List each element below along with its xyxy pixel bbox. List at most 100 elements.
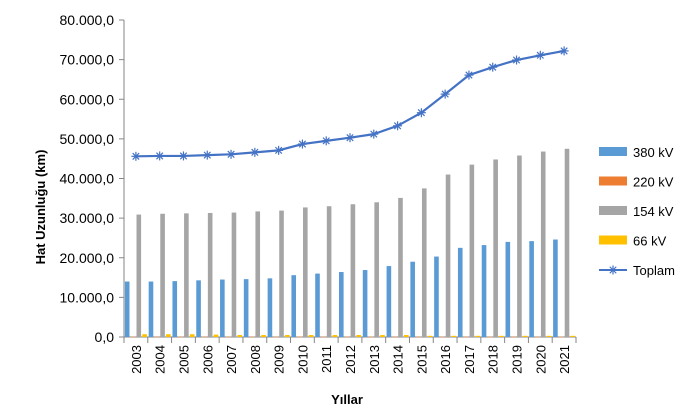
bar-380kv (505, 241, 511, 337)
bar-220kv (249, 336, 255, 338)
bar-154kv (398, 197, 403, 337)
line-point (369, 129, 379, 139)
bar-220kv (416, 336, 421, 338)
y-tick-label: 20.000,0 (60, 250, 115, 266)
y-axis-title: Hat Uzunluğu (km) (33, 150, 48, 265)
line-point (250, 147, 260, 157)
bar-220kv (344, 336, 350, 338)
legend-item: 220 kV (599, 175, 674, 190)
bar-154kv (350, 204, 356, 337)
bar-66kv (475, 335, 480, 337)
bar-220kv (463, 336, 469, 338)
x-tick-label: 2003 (129, 345, 144, 374)
y-tick-label: 60.000,0 (60, 91, 115, 107)
x-tick-label: 2009 (272, 345, 287, 374)
bar-380kv (172, 281, 178, 337)
total-line (131, 46, 569, 161)
x-tick-label: 2004 (153, 345, 168, 374)
line-point (464, 70, 474, 80)
line-point (321, 136, 331, 146)
x-tick-label: 2005 (176, 345, 191, 374)
line-point (345, 133, 355, 143)
bar-154kv (136, 214, 142, 337)
bar-380kv (315, 273, 320, 337)
bar-66kv (213, 334, 219, 337)
bar-380kv (386, 266, 392, 337)
y-tick-label: 30.000,0 (60, 210, 115, 226)
bar-220kv (178, 336, 183, 338)
bar-380kv (339, 272, 344, 337)
legend-label: 380 kV (633, 145, 674, 160)
bar-66kv (570, 335, 576, 337)
bar-66kv (403, 335, 409, 337)
x-tick-label: 2020 (533, 345, 548, 374)
x-tick-label: 2021 (557, 345, 572, 374)
x-tick-label: 2019 (510, 345, 525, 374)
x-tick-label: 2014 (391, 345, 406, 374)
bar-154kv (255, 211, 261, 337)
bar-380kv (220, 279, 225, 337)
bar-154kv (540, 151, 546, 337)
bar-220kv (130, 336, 136, 338)
bar-66kv (308, 335, 314, 337)
y-tick-label: 0,0 (95, 329, 115, 345)
legend-swatch (599, 235, 627, 245)
bar-66kv (166, 334, 171, 337)
x-axis-title: Yıllar (331, 392, 363, 407)
bar-66kv (142, 334, 147, 337)
bar-220kv (368, 336, 374, 338)
bar-380kv (196, 280, 201, 337)
line-point (440, 89, 450, 99)
x-tick-label: 2007 (224, 345, 239, 374)
bar-154kv (279, 210, 284, 337)
bar-220kv (439, 336, 445, 338)
x-tick-label: 2016 (438, 345, 453, 374)
bar-66kv (451, 335, 457, 337)
x-tick-label: 2012 (343, 345, 358, 374)
bar-380kv (362, 270, 368, 337)
bar-220kv (487, 336, 493, 338)
legend-label: 66 kV (633, 234, 667, 249)
bar-380kv (148, 281, 154, 337)
bar-220kv (392, 336, 397, 338)
line-point (155, 151, 165, 161)
bar-220kv (154, 336, 160, 338)
bar-154kv (160, 213, 165, 337)
bar-154kv (231, 212, 237, 337)
bar-380kv (410, 261, 415, 337)
y-tick-labels: 0,0 10.000,0 20.000,0 30.000,0 40.000,0 50.00… (60, 12, 115, 345)
legend-swatch (599, 206, 627, 215)
legend-label: 220 kV (633, 175, 674, 190)
bar-66kv (189, 334, 195, 337)
line-point (535, 50, 545, 60)
bar-220kv (297, 336, 302, 338)
bar-220kv (535, 336, 540, 338)
bar-154kv (517, 155, 522, 337)
legend-item: 154 kV (599, 204, 674, 219)
y-tick-label: 50.000,0 (60, 131, 115, 147)
line-point (131, 151, 141, 161)
legend-label: Toplam (633, 263, 675, 278)
x-tick-label: 2013 (367, 345, 382, 374)
x-tick-label: 2015 (414, 345, 429, 374)
bar-380kv (529, 241, 534, 337)
bar-154kv (469, 164, 475, 337)
bar-66kv (499, 335, 504, 337)
legend-swatch (599, 176, 627, 186)
bar-154kv (184, 213, 189, 337)
legend-label: 154 kV (633, 204, 674, 219)
x-tick-label: 2011 (319, 345, 334, 373)
y-tick-label: 80.000,0 (60, 12, 115, 28)
line-point (512, 55, 522, 65)
x-tick-label: 2018 (486, 345, 501, 374)
bar-154kv (326, 206, 332, 337)
bar-380kv (553, 239, 558, 337)
bar-380kv (457, 247, 463, 337)
bar-154kv (303, 207, 308, 337)
x-tick-label: 2006 (200, 345, 215, 374)
bar-154kv (207, 212, 213, 337)
bar-220kv (202, 336, 207, 338)
y-tick-label: 70.000,0 (60, 52, 115, 68)
bar-220kv (321, 336, 326, 338)
